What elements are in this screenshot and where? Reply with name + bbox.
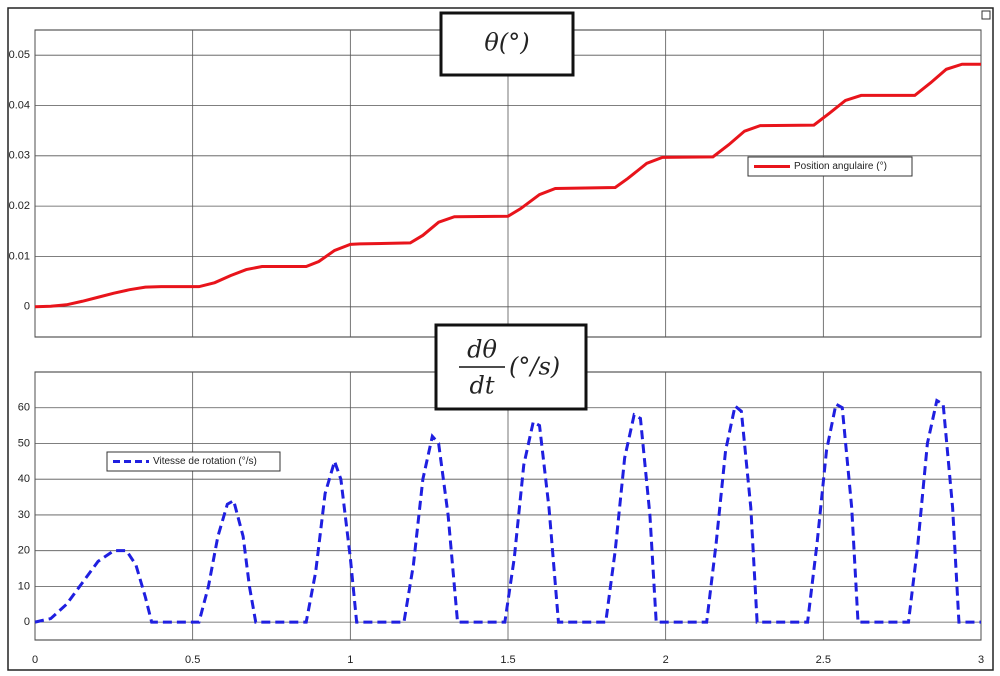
x-tick-label: 0.5 (185, 654, 200, 666)
y-tick-label: 0 (24, 616, 30, 628)
y-tick-label: 0.04 (9, 99, 30, 111)
chart-title-numerator: dθ (467, 336, 497, 364)
x-tick-label: 2 (663, 654, 669, 666)
x-tick-label: 1.5 (500, 654, 515, 666)
y-tick-label: 0.05 (9, 49, 30, 61)
y-tick-label: 0.03 (9, 150, 30, 162)
x-tick-label: 3 (978, 654, 984, 666)
series-line (34, 62, 981, 309)
chart-title-unit: (°/s) (509, 353, 560, 381)
chart-title: θ(°) (484, 29, 529, 57)
x-tick-label: 1 (347, 654, 353, 666)
y-tick-label: 0 (24, 301, 30, 313)
legend-box (747, 156, 913, 177)
y-tick-label: 30 (18, 509, 30, 521)
y-tick-label: 0.02 (9, 200, 30, 212)
y-tick-label: 60 (18, 402, 30, 414)
x-tick-label: 0 (32, 654, 38, 666)
y-tick-label: 20 (18, 545, 30, 557)
chart-title-denominator: dt (469, 372, 494, 400)
legend-label: Vitesse de rotation (°/s) (153, 456, 257, 467)
x-tick-label: 2.5 (816, 654, 831, 666)
legend-box (106, 451, 281, 472)
y-tick-label: 10 (18, 580, 30, 592)
y-tick-label: 40 (18, 473, 30, 485)
legend-label: Position angulaire (°) (794, 161, 887, 172)
y-tick-label: 50 (18, 437, 30, 449)
title-box (439, 11, 575, 77)
window-icon (981, 10, 991, 20)
y-tick-label: 0.01 (9, 250, 30, 262)
series-line (34, 398, 981, 624)
